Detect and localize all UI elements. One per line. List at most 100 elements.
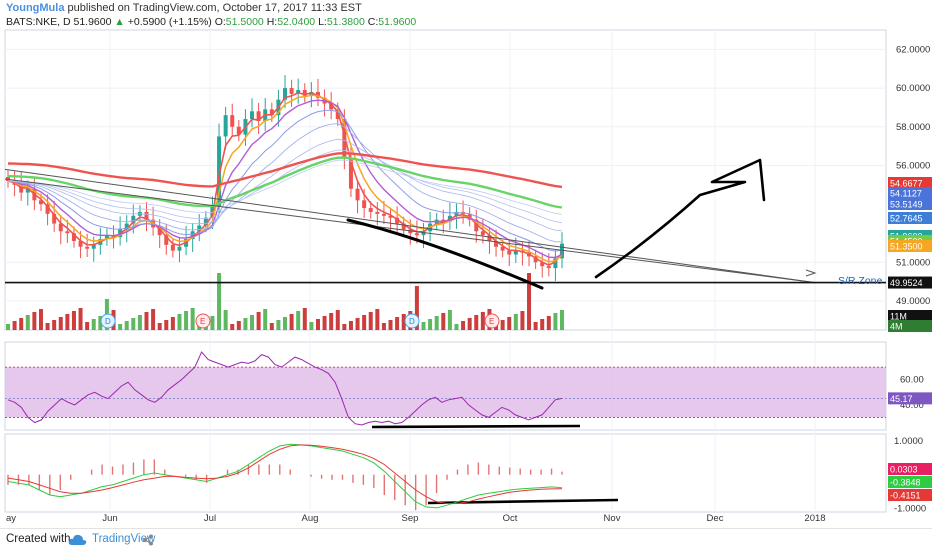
candle-2 [19,184,24,193]
candle-63 [421,231,426,236]
candle-72 [480,231,485,236]
volume-bar-70 [467,318,472,330]
volume-label-2-text: 4M [890,322,903,332]
price-axis-tick: 62.0000 [896,44,930,55]
candle-26 [177,246,182,251]
drawn-rsi-line [371,424,581,429]
price-label-2 [888,198,932,210]
candle-58 [388,215,393,218]
volume-bar-78 [520,311,525,330]
macd-hist-label [888,463,932,475]
volume-bar-27 [184,311,189,330]
volume-bar-48 [322,316,327,330]
macd-axis-tick: -1.0000 [894,504,926,515]
candle-76 [507,250,512,255]
macd-hist-label-text: 0.0303 [890,465,918,475]
open-value: 51.5000 [225,16,264,28]
volume-bar-60 [401,314,406,330]
volume-bar-19 [131,318,136,330]
volume-bar-50 [335,310,340,330]
volume-bar-36 [243,318,248,330]
price-axis-tick: 56.0000 [896,160,930,171]
candle-15 [104,235,109,240]
volume-bar-32 [217,273,222,330]
signal-line-label [888,489,932,501]
volume-bar-28 [190,308,195,330]
publish-info: published on TradingView.com, October 17… [67,2,362,14]
volume-bar-54 [362,315,367,330]
volume-bar-43 [289,314,294,330]
price-label-2-text: 53.5149 [890,200,923,210]
event-marker-dividend [100,313,116,329]
price-label-6-text: 51.3500 [890,242,923,252]
volume-bar-41 [276,320,281,330]
volume-bar-3 [25,315,30,330]
volume-bar-42 [283,317,287,330]
event-marker-label: D [409,317,415,326]
volume-bar-23 [157,323,162,330]
low-label: L: [318,16,327,28]
x-axis-label-Nov: Nov [604,513,621,524]
rsi-band [5,367,886,418]
candle-38 [256,111,261,121]
volume-bar-12 [85,322,90,330]
volume-bar-13 [91,319,96,330]
x-axis-label-Oct: Oct [503,513,518,524]
event-marker-label: D [105,317,111,326]
candle-23 [157,227,162,236]
tradingview-brand[interactable]: TradingView [92,533,156,545]
volume-bar-20 [137,315,142,330]
volume-bar-57 [381,323,386,330]
candle-66 [441,219,446,222]
volume-bar-4 [32,312,37,330]
x-axis-label-ay: ay [6,513,16,524]
candle-12 [85,246,90,249]
low-value: 51.3800 [326,16,365,28]
candle-82 [546,266,551,269]
x-axis-label-Sep: Sep [402,513,419,524]
volume-bar-63 [421,322,426,330]
long-ma-red [7,151,563,189]
volume-bar-83 [553,313,558,330]
candle-56 [375,211,380,214]
symbol[interactable]: BATS:NKE, D [6,16,71,28]
volume-bar-79 [527,273,532,330]
symbol-line: BATS:NKE, D 51.9600 ▲ +0.5900 (+1.15%) O… [6,16,416,28]
candle-60 [401,223,406,230]
volume-bar-53 [355,318,360,330]
trendline-arrowhead [805,269,817,277]
sr-zone-label: S/R Zone [838,275,883,287]
ema-line-30 [7,138,563,232]
candle-75 [500,246,505,251]
ema-line-13 [7,109,563,252]
candle-52 [348,157,353,189]
drawn-macd-line [427,498,619,505]
price-label-3 [888,212,932,224]
sr-zone-price-label [888,276,932,289]
event-marker-dividend [404,313,420,329]
close-value: 51.9600 [378,16,417,28]
candle-40 [269,109,274,116]
author-name[interactable]: YoungMula [6,2,65,14]
share-icon[interactable] [142,534,154,546]
volume-bar-26 [177,314,182,330]
volume-bar-82 [546,316,551,330]
last-price: 51.9600 [73,16,112,28]
candle-80 [533,256,538,263]
volume-bar-65 [434,316,439,330]
ema-line-55 [7,159,563,215]
signal-line [7,444,563,504]
volume-bar-71 [474,315,479,330]
volume-bar-68 [454,324,459,330]
volume-bar-80 [533,322,538,330]
volume-bar-69 [461,321,466,330]
pane-frame-3 [4,433,887,513]
volume-bar-8 [58,317,63,330]
volume-bar-59 [395,317,400,330]
candle-81 [540,262,545,267]
price-label-3-text: 52.7645 [890,214,923,224]
volume-bar-62 [414,286,419,330]
ema-line-8 [7,99,563,259]
volume-bar-72 [480,312,485,330]
